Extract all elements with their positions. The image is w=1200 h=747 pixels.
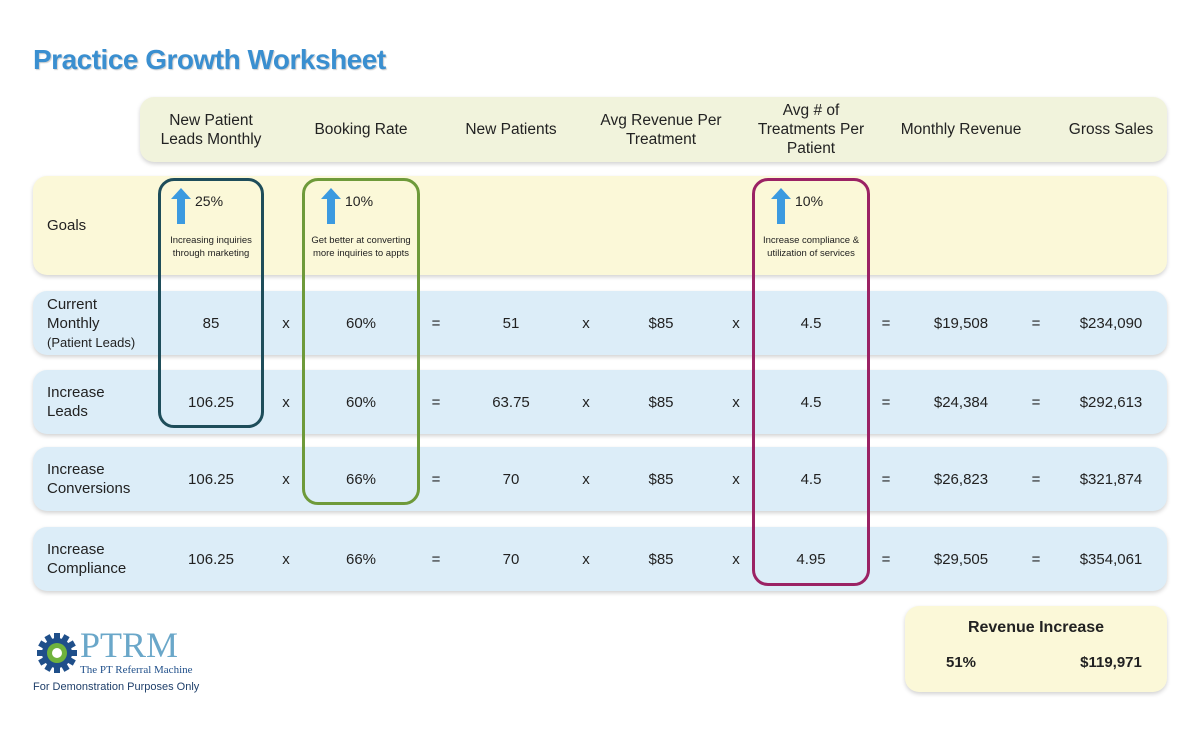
goals-band [33,176,1167,275]
column-header: Avg # of Treatments Per Patient [757,102,865,157]
column-header: Monthly Revenue [900,121,1022,138]
operator: x [732,550,740,568]
goal-value: 10% [345,193,374,209]
operator: = [1031,550,1041,568]
operator: x [582,550,590,568]
operator: x [732,393,740,411]
cell-value: $85 [648,393,674,411]
column-header: New Patients [465,121,557,138]
operator: x [732,314,740,332]
row-label: Increase Conversions [47,447,147,511]
cell-value: 4.5 [800,470,822,488]
operator: x [582,470,590,488]
operator: = [1031,470,1041,488]
row-band [33,527,1167,591]
cell-value: 106.25 [188,470,234,488]
cell-value: 66% [345,550,377,568]
column-header: New Patient Leads Monthly [160,111,262,148]
row-label-text: Increase Conversions [47,461,131,497]
logo-icon [37,633,77,673]
title: Practice Growth Worksheet [33,44,386,75]
cell-value: $26,823 [933,470,989,488]
revenue-title: Revenue Increase [967,618,1105,636]
goal-value: 10% [795,193,824,209]
up-arrow [771,188,791,224]
cell-value: 4.95 [796,550,826,568]
row-sublabel: (Patient Leads) [47,334,136,350]
cell-value: 4.5 [800,314,822,332]
cell-value: 70 [502,550,520,568]
row-label: Increase Compliance [47,527,147,591]
row-band [33,291,1167,355]
cell-value: 70 [502,470,520,488]
operator: = [431,314,441,332]
cell-value: $354,061 [1079,550,1143,568]
cell-value: $292,613 [1079,393,1143,411]
cell-value: 106.25 [188,393,234,411]
operator: = [1031,314,1041,332]
revenue-percent: 51% [945,653,977,671]
operator: x [282,393,290,411]
logo-tagline: The PT Referral Machine [80,664,193,676]
operator: x [582,393,590,411]
goal-outline [302,178,420,505]
up-arrow [171,188,191,224]
footer-note: For Demonstration Purposes Only [33,681,200,693]
up-arrow [321,188,341,224]
cell-value: 4.5 [800,393,822,411]
operator: = [881,393,891,411]
header-band [140,97,1167,162]
revenue-band [905,606,1167,692]
row-label-text: Increase Leads [47,384,105,420]
goal-outline [752,178,870,586]
operator: = [431,550,441,568]
cell-value: $19,508 [933,314,989,332]
cell-value: 51 [502,314,520,332]
goal-note: Increase compliance & utilization of ser… [762,235,860,259]
revenue-amount: $119,971 [1080,653,1142,671]
row-band [33,447,1167,511]
cell-value: $24,384 [933,393,989,411]
cell-value: 85 [202,314,220,332]
cell-value: $234,090 [1079,314,1143,332]
operator: x [282,470,290,488]
row-label: Current Monthly (Patient Leads) [47,291,147,355]
cell-value: $29,505 [933,550,989,568]
goal-outline [158,178,264,428]
operator: = [431,393,441,411]
operator: x [582,314,590,332]
logo-name: PTRM [80,625,179,665]
column-header: Booking Rate [314,121,408,138]
operator: = [431,470,441,488]
goal-note: Increasing inquiries through marketing [170,235,252,259]
cell-value: $85 [648,470,674,488]
cell-value: $85 [648,314,674,332]
row-band [33,370,1167,434]
operator: = [881,314,891,332]
cell-value: 60% [345,393,377,411]
operator: x [732,470,740,488]
operator: = [881,470,891,488]
row-label: Increase Leads [47,370,147,434]
cell-value: $85 [648,550,674,568]
column-header: Avg Revenue Per Treatment [600,111,722,148]
cell-value: $321,874 [1079,470,1143,488]
cell-value: 63.75 [492,393,530,411]
operator: = [881,550,891,568]
operator: x [282,550,290,568]
row-label-text: Increase Compliance [47,541,127,577]
cell-value: 66% [345,470,377,488]
operator: x [282,314,290,332]
goal-value: 25% [195,193,224,209]
cell-value: 60% [345,314,377,332]
cell-value: 106.25 [188,550,234,568]
goal-note: Get better at converting more inquiries … [311,235,411,259]
row-label: Goals [47,217,87,234]
column-header: Gross Sales [1068,121,1154,138]
row-label-text: Current Monthly [47,295,100,332]
operator: = [1031,393,1041,411]
